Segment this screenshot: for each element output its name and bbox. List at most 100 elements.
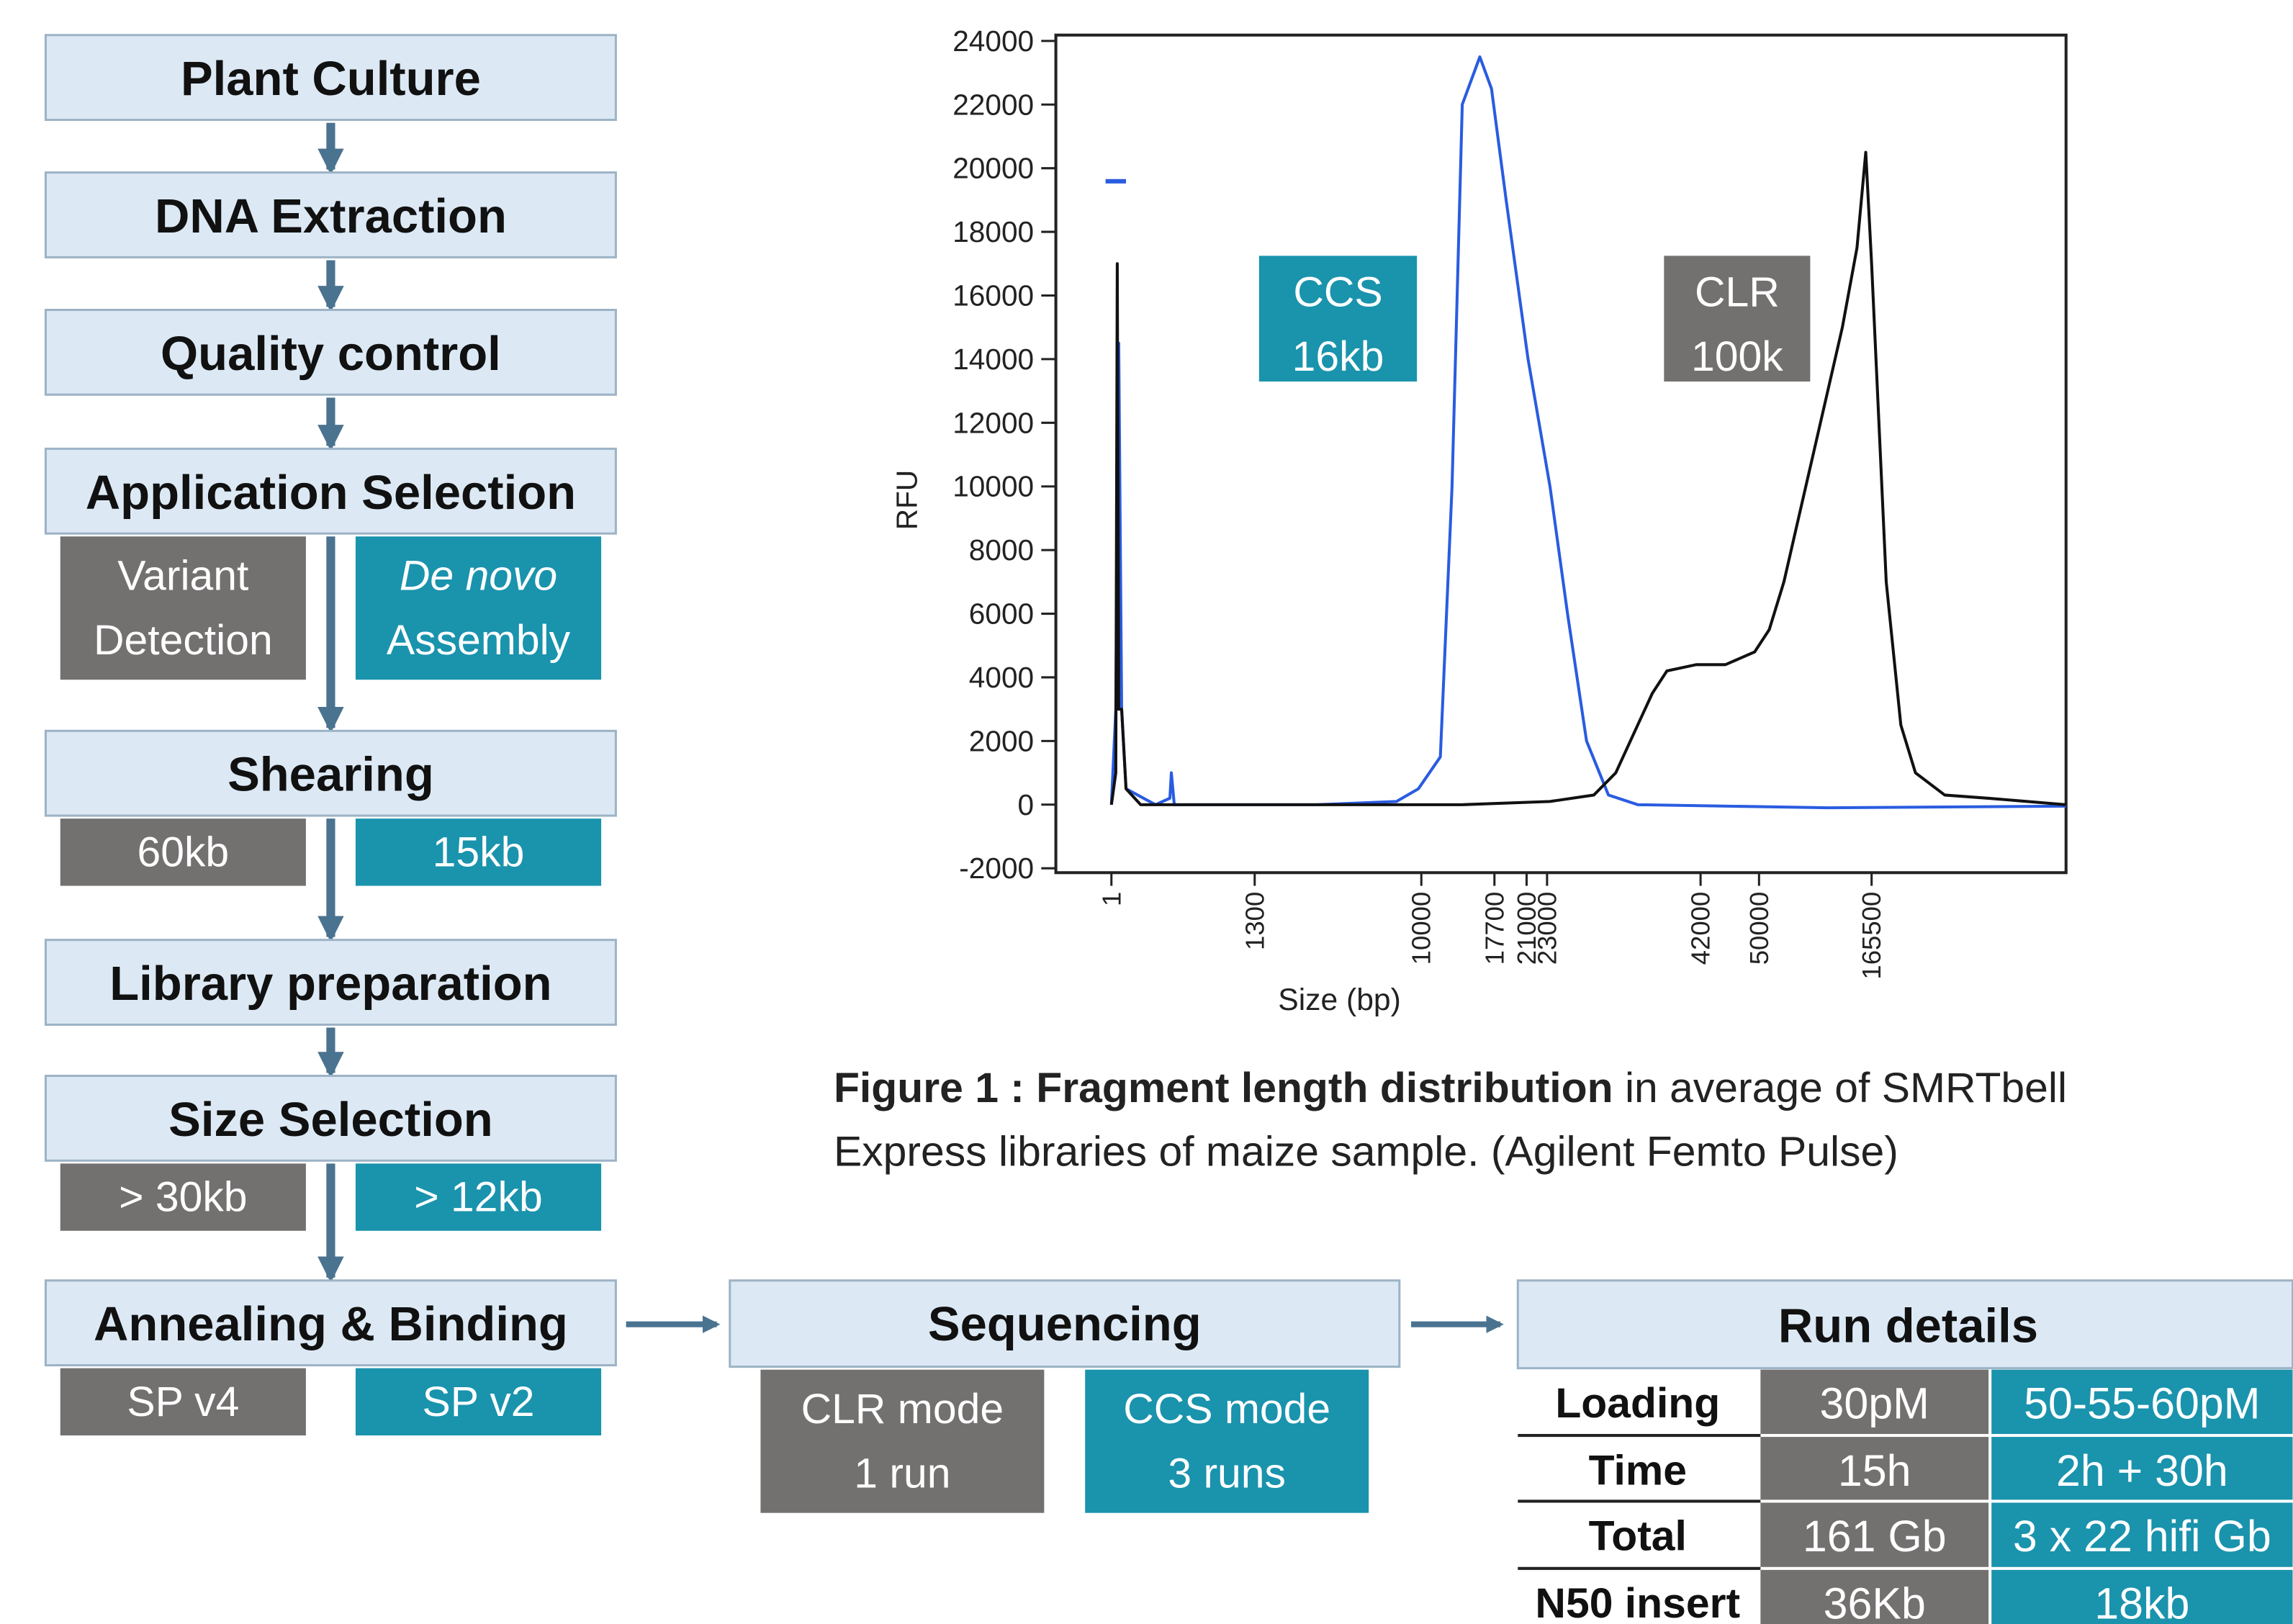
step-box — [729, 1279, 1401, 1368]
option-box — [355, 818, 602, 886]
option-box — [355, 1368, 602, 1436]
table-cell — [1518, 1437, 1758, 1500]
table-cell-text: Loading — [1555, 1380, 1720, 1427]
y-tick-label: 12000 — [952, 406, 1034, 439]
option-text: De novo — [400, 553, 557, 600]
y-tick-label: 16000 — [952, 279, 1034, 312]
x-tick-label: 50000 — [1744, 892, 1774, 965]
table-cell-text: 50-55-60pM — [2024, 1379, 2260, 1427]
table-cell — [1760, 1369, 1989, 1435]
y-tick-label: 0 — [1018, 788, 1035, 821]
table-cell-text: 30pM — [1820, 1379, 1929, 1427]
option-text: Variant — [117, 553, 248, 600]
step-box — [44, 939, 617, 1026]
series-line — [1109, 150, 2066, 806]
table-cell — [1991, 1369, 2293, 1435]
step-box — [44, 34, 617, 122]
step-box — [44, 447, 617, 535]
annotation-text: 100k — [1691, 333, 1783, 380]
table-cell-text: N50 insert — [1535, 1580, 1740, 1624]
x-tick-label: 1300 — [1240, 892, 1269, 950]
option-text: Assembly — [387, 617, 571, 664]
x-tick-label: 165500 — [1857, 892, 1886, 980]
option-text: > 12kb — [414, 1174, 542, 1221]
annotation-text: 16kb — [1292, 333, 1384, 380]
step-label: Quality control — [161, 327, 501, 381]
x-tick-label: 42000 — [1686, 892, 1716, 965]
option-text: 3 runs — [1168, 1450, 1286, 1497]
step-label: Plant Culture — [181, 52, 481, 106]
table-cell-text: 15h — [1838, 1446, 1911, 1495]
caption-text: in average of SMRTbell — [1613, 1064, 2068, 1111]
table-cell — [1991, 1569, 2293, 1624]
step-box — [44, 1075, 617, 1162]
option-box — [355, 536, 602, 680]
table-cell-text: Time — [1589, 1447, 1687, 1494]
annotation-box — [1664, 256, 1811, 382]
option-text: CCS mode — [1123, 1386, 1330, 1433]
option-box — [355, 1163, 602, 1231]
workflow: Plant Culture DNA Extraction Quality contr… — [44, 34, 1504, 1513]
x-axis-label: Size (bp) — [1278, 983, 1401, 1017]
x-tick-label: 10000 — [1407, 892, 1436, 965]
table-cell — [1760, 1502, 1989, 1567]
plot-frame — [1054, 33, 2068, 875]
option-text: SP v2 — [423, 1379, 535, 1425]
y-tick-label: 2000 — [969, 724, 1034, 757]
y-tick-label: -2000 — [959, 852, 1034, 885]
annotation-text: CCS — [1293, 269, 1382, 316]
series-line — [1109, 55, 2066, 810]
option-text: > 30kb — [119, 1174, 247, 1221]
step-label: Sequencing — [928, 1297, 1202, 1351]
table-cell-text: 36Kb — [1824, 1579, 1926, 1624]
annotation-text: CLR — [1695, 269, 1780, 316]
table-cell-text: 2h + 30h — [2056, 1446, 2228, 1495]
table-cell — [1991, 1437, 2293, 1500]
x-tick-label: 17700 — [1479, 892, 1509, 965]
x-tick-label: 23000 — [1532, 892, 1562, 965]
option-text: 1 run — [854, 1450, 950, 1497]
run-table: Run details Loading 30pM 50-55-60pM Time 15h 2… — [1516, 1279, 2293, 1624]
option-box — [60, 818, 306, 886]
table-cell — [1760, 1569, 1989, 1624]
option-text: SP v4 — [127, 1379, 239, 1425]
y-tick-label: 22000 — [952, 88, 1034, 121]
y-tick-label: 8000 — [969, 533, 1034, 567]
y-tick-label: 10000 — [952, 470, 1034, 503]
table-cell-text: Total — [1589, 1513, 1687, 1560]
y-axis-label: RFU — [890, 470, 923, 530]
annotation-box — [1258, 256, 1418, 382]
caption-line: Express libraries of maize sample. (Agil… — [834, 1129, 1898, 1176]
step-box — [44, 1279, 617, 1367]
option-box — [60, 536, 306, 680]
step-label: DNA Extraction — [155, 189, 507, 243]
option-box — [760, 1369, 1045, 1513]
table-cell — [1991, 1502, 2293, 1567]
step-box — [44, 308, 617, 396]
table-cell — [1518, 1369, 1758, 1435]
y-tick-label: 24000 — [952, 24, 1034, 58]
y-tick-label: 14000 — [952, 343, 1034, 376]
y-tick-label: 6000 — [969, 597, 1034, 631]
table-cell-text: 161 Gb — [1803, 1512, 1947, 1561]
table-cell — [1518, 1569, 1758, 1624]
table-cell — [1518, 1502, 1758, 1567]
caption: Figure 1 : Fragment length distribution … — [834, 1064, 2067, 1111]
table-header — [1516, 1279, 2293, 1370]
step-label: Application Selection — [86, 466, 576, 520]
x-tick-label: 1 — [1096, 892, 1126, 906]
table-title: Run details — [1778, 1299, 2038, 1353]
table-cell — [1760, 1437, 1989, 1500]
caption-bold: Figure 1 : Fragment length distribution — [834, 1064, 1613, 1111]
option-text: 60kb — [137, 829, 229, 875]
y-tick-label: 4000 — [969, 661, 1034, 694]
option-text: 15kb — [433, 829, 525, 875]
table-cell-text: 3 x 22 hifi Gb — [2013, 1512, 2271, 1561]
step-label: Shearing — [228, 748, 434, 802]
step-label: Library preparation — [109, 957, 551, 1011]
step-label: Size Selection — [168, 1093, 493, 1147]
step-box — [44, 171, 617, 258]
table-cell-text: 18kb — [2094, 1579, 2189, 1624]
option-box — [60, 1368, 306, 1436]
